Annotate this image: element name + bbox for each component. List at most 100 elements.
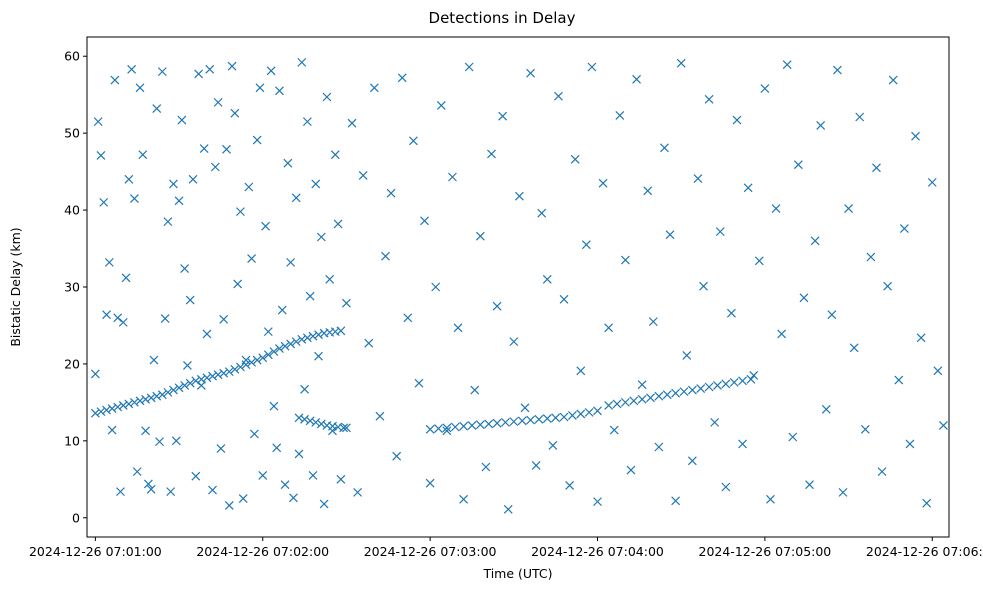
data-point	[671, 496, 681, 506]
data-point	[450, 422, 460, 432]
data-point	[551, 413, 561, 423]
data-point	[330, 150, 340, 160]
data-point	[771, 204, 781, 213]
data-point	[107, 404, 117, 413]
data-point	[222, 144, 231, 154]
data-point	[679, 387, 689, 397]
data-point	[297, 334, 307, 344]
data-point	[581, 240, 591, 250]
data-point	[311, 417, 321, 427]
data-point	[132, 467, 142, 477]
data-point	[224, 501, 234, 510]
data-point	[498, 111, 508, 121]
data-point	[501, 417, 510, 427]
data-point	[180, 381, 190, 390]
data-point	[319, 499, 329, 509]
data-point	[90, 369, 100, 379]
data-point	[280, 341, 290, 351]
data-point	[238, 494, 248, 503]
data-point	[860, 424, 870, 434]
data-point	[113, 313, 123, 323]
data-point	[643, 186, 653, 196]
y-tick-label: 30	[64, 280, 80, 295]
data-point	[143, 479, 153, 489]
data-point	[286, 339, 296, 349]
y-tick-label: 0	[72, 510, 80, 525]
data-point	[227, 61, 237, 71]
data-point	[743, 183, 753, 193]
data-point	[696, 384, 706, 393]
data-point	[141, 394, 151, 404]
data-point	[308, 331, 318, 341]
data-point	[316, 232, 326, 242]
data-point	[403, 313, 413, 323]
data-point	[565, 481, 575, 490]
data-point	[180, 264, 190, 273]
data-point	[110, 75, 120, 85]
data-point	[316, 419, 326, 429]
data-point	[213, 97, 223, 107]
data-point	[844, 204, 853, 213]
data-point	[138, 150, 148, 160]
data-point	[899, 224, 909, 233]
data-point	[202, 373, 212, 383]
data-point	[754, 256, 764, 266]
data-point	[916, 333, 926, 343]
x-tick-label: 2024-12-26 07:05:00	[699, 544, 832, 559]
data-point	[503, 504, 513, 514]
data-point	[353, 487, 363, 497]
data-point	[280, 480, 290, 490]
data-point	[358, 171, 368, 180]
data-point	[537, 208, 547, 218]
data-point	[615, 111, 625, 120]
data-point	[660, 143, 669, 153]
data-point	[236, 207, 245, 217]
data-point	[157, 390, 167, 400]
data-point	[570, 154, 580, 164]
data-point	[342, 298, 351, 308]
data-point	[277, 305, 287, 315]
data-point	[520, 403, 530, 413]
data-point	[375, 411, 385, 421]
data-point	[333, 219, 343, 229]
data-point	[567, 411, 577, 420]
data-point	[872, 163, 881, 173]
data-point	[933, 366, 943, 376]
data-point	[135, 83, 145, 93]
data-point	[191, 376, 201, 386]
data-point	[177, 115, 187, 125]
data-point	[294, 449, 304, 459]
scatter-markers	[90, 57, 948, 514]
data-point	[526, 415, 535, 425]
data-point	[118, 317, 128, 327]
data-point	[883, 281, 893, 291]
data-point	[146, 484, 156, 494]
data-point	[509, 337, 519, 347]
y-tick-label: 50	[64, 126, 80, 141]
data-point	[559, 412, 569, 422]
data-point	[230, 108, 240, 118]
data-point	[715, 227, 725, 237]
data-point	[93, 117, 103, 127]
data-point	[620, 255, 630, 265]
data-point	[163, 387, 173, 397]
data-point	[629, 396, 639, 406]
data-point	[185, 378, 195, 388]
data-point	[749, 371, 759, 380]
data-point	[687, 385, 697, 395]
data-point	[671, 388, 681, 398]
data-point	[219, 368, 229, 378]
data-point	[938, 421, 948, 430]
data-point	[648, 317, 658, 327]
data-point	[699, 281, 708, 291]
data-point	[604, 323, 614, 333]
data-point	[777, 329, 787, 339]
data-point	[369, 83, 379, 93]
data-point	[459, 494, 469, 504]
data-point	[448, 172, 457, 182]
x-tick-label: 2024-12-26 07:03:00	[364, 544, 497, 559]
data-point	[838, 487, 848, 497]
data-point	[163, 217, 173, 227]
data-point	[213, 370, 223, 380]
data-point	[342, 423, 351, 433]
